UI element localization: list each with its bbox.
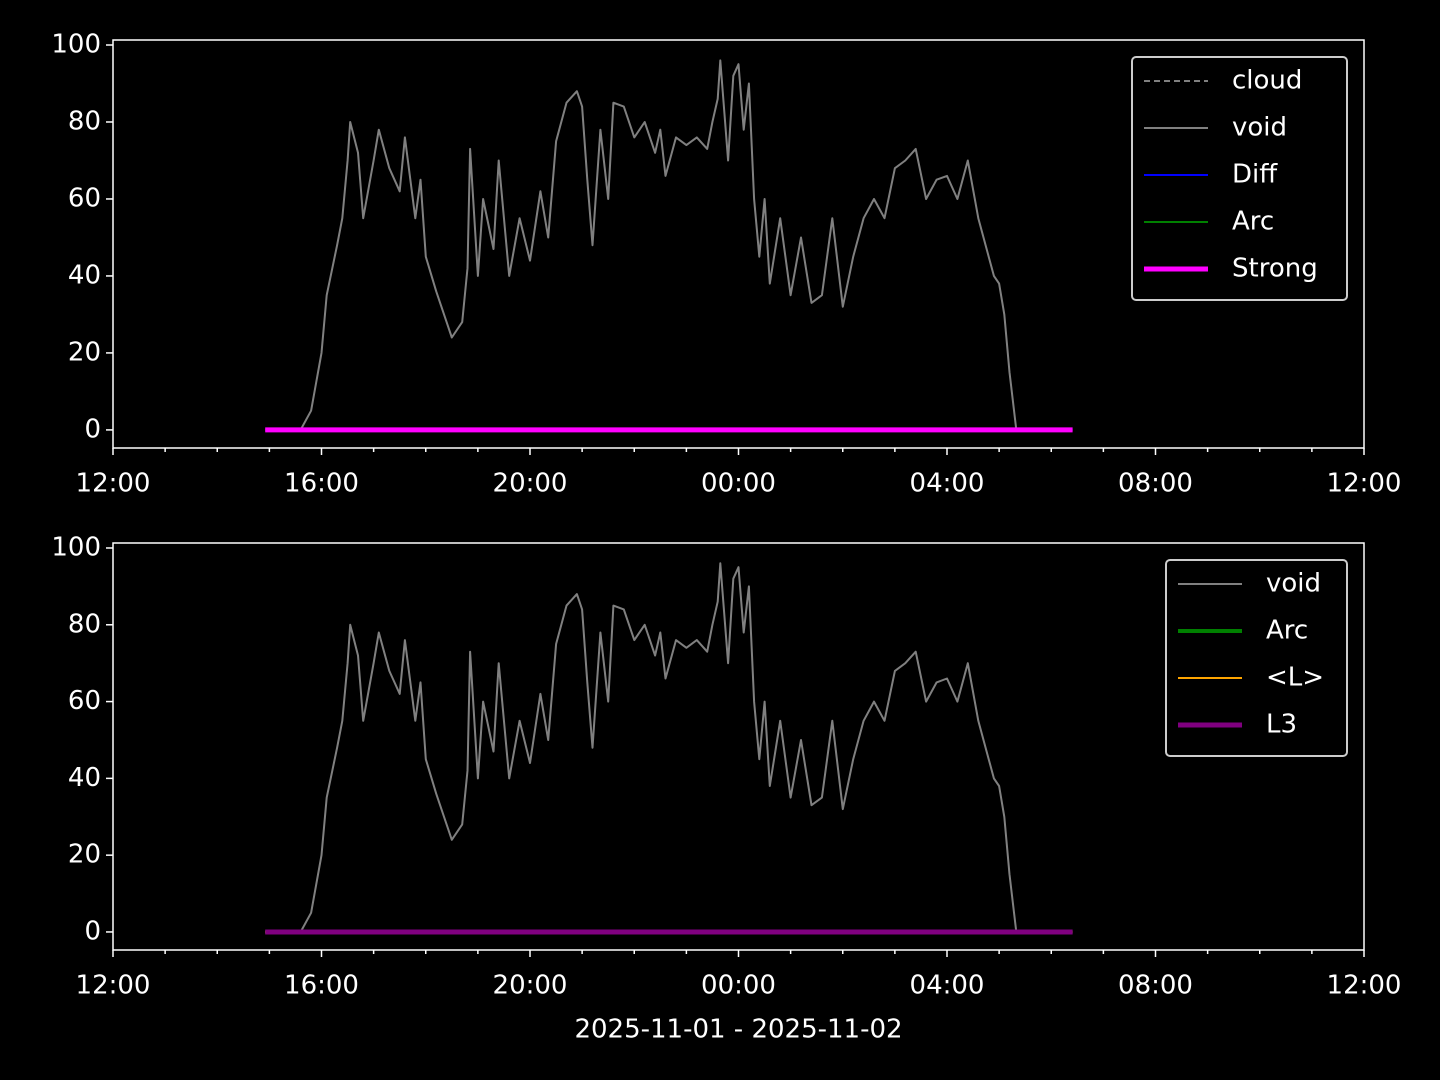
- x-tick-label: 00:00: [701, 469, 776, 499]
- y-tick-label: 0: [84, 414, 101, 444]
- y-tick-label: 0: [84, 916, 101, 946]
- x-tick-label: 16:00: [284, 469, 359, 499]
- y-tick-label: 40: [68, 763, 101, 793]
- y-tick-label: 60: [68, 686, 101, 716]
- y-tick-label: 100: [51, 532, 101, 562]
- y-tick-label: 80: [68, 609, 101, 639]
- x-tick-label: 12:00: [76, 971, 151, 1001]
- legend-label: L3: [1266, 710, 1297, 740]
- legend-label: Diff: [1232, 160, 1278, 190]
- x-tick-label: 00:00: [701, 971, 776, 1001]
- legend-label: Strong: [1232, 254, 1318, 284]
- x-tick-label: 04:00: [910, 971, 985, 1001]
- legend-box: [1165, 559, 1348, 757]
- y-tick-label: 80: [68, 106, 101, 136]
- x-tick-label: 08:00: [1118, 469, 1193, 499]
- x-tick-label: 20:00: [493, 971, 568, 1001]
- legend-label: Arc: [1232, 207, 1274, 237]
- legend-label: <L>: [1266, 663, 1324, 693]
- x-tick-label: 08:00: [1118, 971, 1193, 1001]
- y-tick-label: 60: [68, 183, 101, 213]
- x-tick-label: 16:00: [284, 971, 359, 1001]
- legend-label: void: [1266, 569, 1321, 599]
- axes-frame: [112, 542, 1365, 951]
- y-tick-label: 40: [68, 260, 101, 290]
- x-tick-label: 04:00: [910, 469, 985, 499]
- y-tick-label: 20: [68, 840, 101, 870]
- legend-label: void: [1232, 113, 1287, 143]
- x-tick-label: 20:00: [493, 469, 568, 499]
- y-tick-label: 100: [51, 30, 101, 60]
- series-line: [299, 59, 1018, 431]
- y-tick-label: 20: [68, 337, 101, 367]
- x-tick-label: 12:00: [1327, 971, 1402, 1001]
- axes-frame: [112, 39, 1365, 449]
- legend-label: cloud: [1232, 66, 1302, 96]
- x-tick-label: 12:00: [76, 469, 151, 499]
- x-tick-label: 12:00: [1327, 469, 1402, 499]
- legend: void Arc <L> L3: [1165, 559, 1348, 757]
- legend-box: [1131, 56, 1348, 301]
- legend: cloud void Diff Arc Strong: [1131, 56, 1348, 301]
- x-axis-label: 2025-11-01 - 2025-11-02: [574, 1015, 902, 1045]
- series-line: [299, 562, 1018, 933]
- legend-label: Arc: [1266, 616, 1308, 646]
